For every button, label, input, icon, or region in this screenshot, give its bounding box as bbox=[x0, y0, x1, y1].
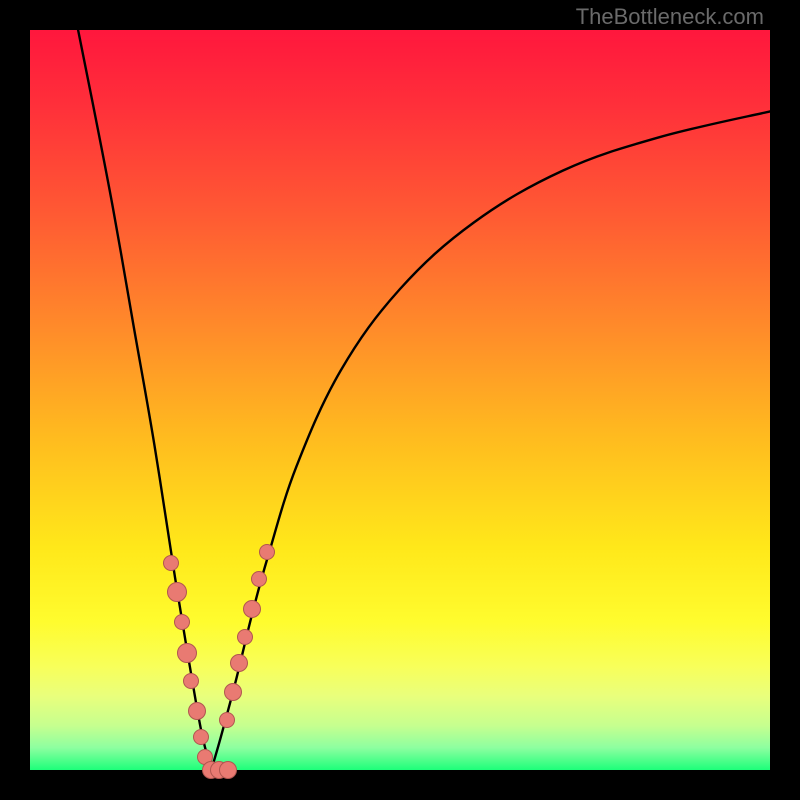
markers-layer bbox=[30, 30, 770, 770]
data-marker bbox=[224, 683, 242, 701]
data-marker bbox=[163, 555, 179, 571]
data-marker bbox=[243, 600, 261, 618]
data-marker bbox=[230, 654, 248, 672]
data-marker bbox=[174, 614, 190, 630]
data-marker bbox=[177, 643, 197, 663]
data-marker bbox=[259, 544, 275, 560]
data-marker bbox=[183, 673, 199, 689]
data-marker bbox=[193, 729, 209, 745]
data-marker bbox=[251, 571, 267, 587]
data-marker bbox=[219, 761, 237, 779]
data-marker bbox=[237, 629, 253, 645]
watermark-text: TheBottleneck.com bbox=[576, 4, 764, 30]
data-marker bbox=[188, 702, 206, 720]
data-marker bbox=[167, 582, 187, 602]
plot-area bbox=[30, 30, 770, 770]
data-marker bbox=[219, 712, 235, 728]
figure-root: TheBottleneck.com bbox=[0, 0, 800, 800]
